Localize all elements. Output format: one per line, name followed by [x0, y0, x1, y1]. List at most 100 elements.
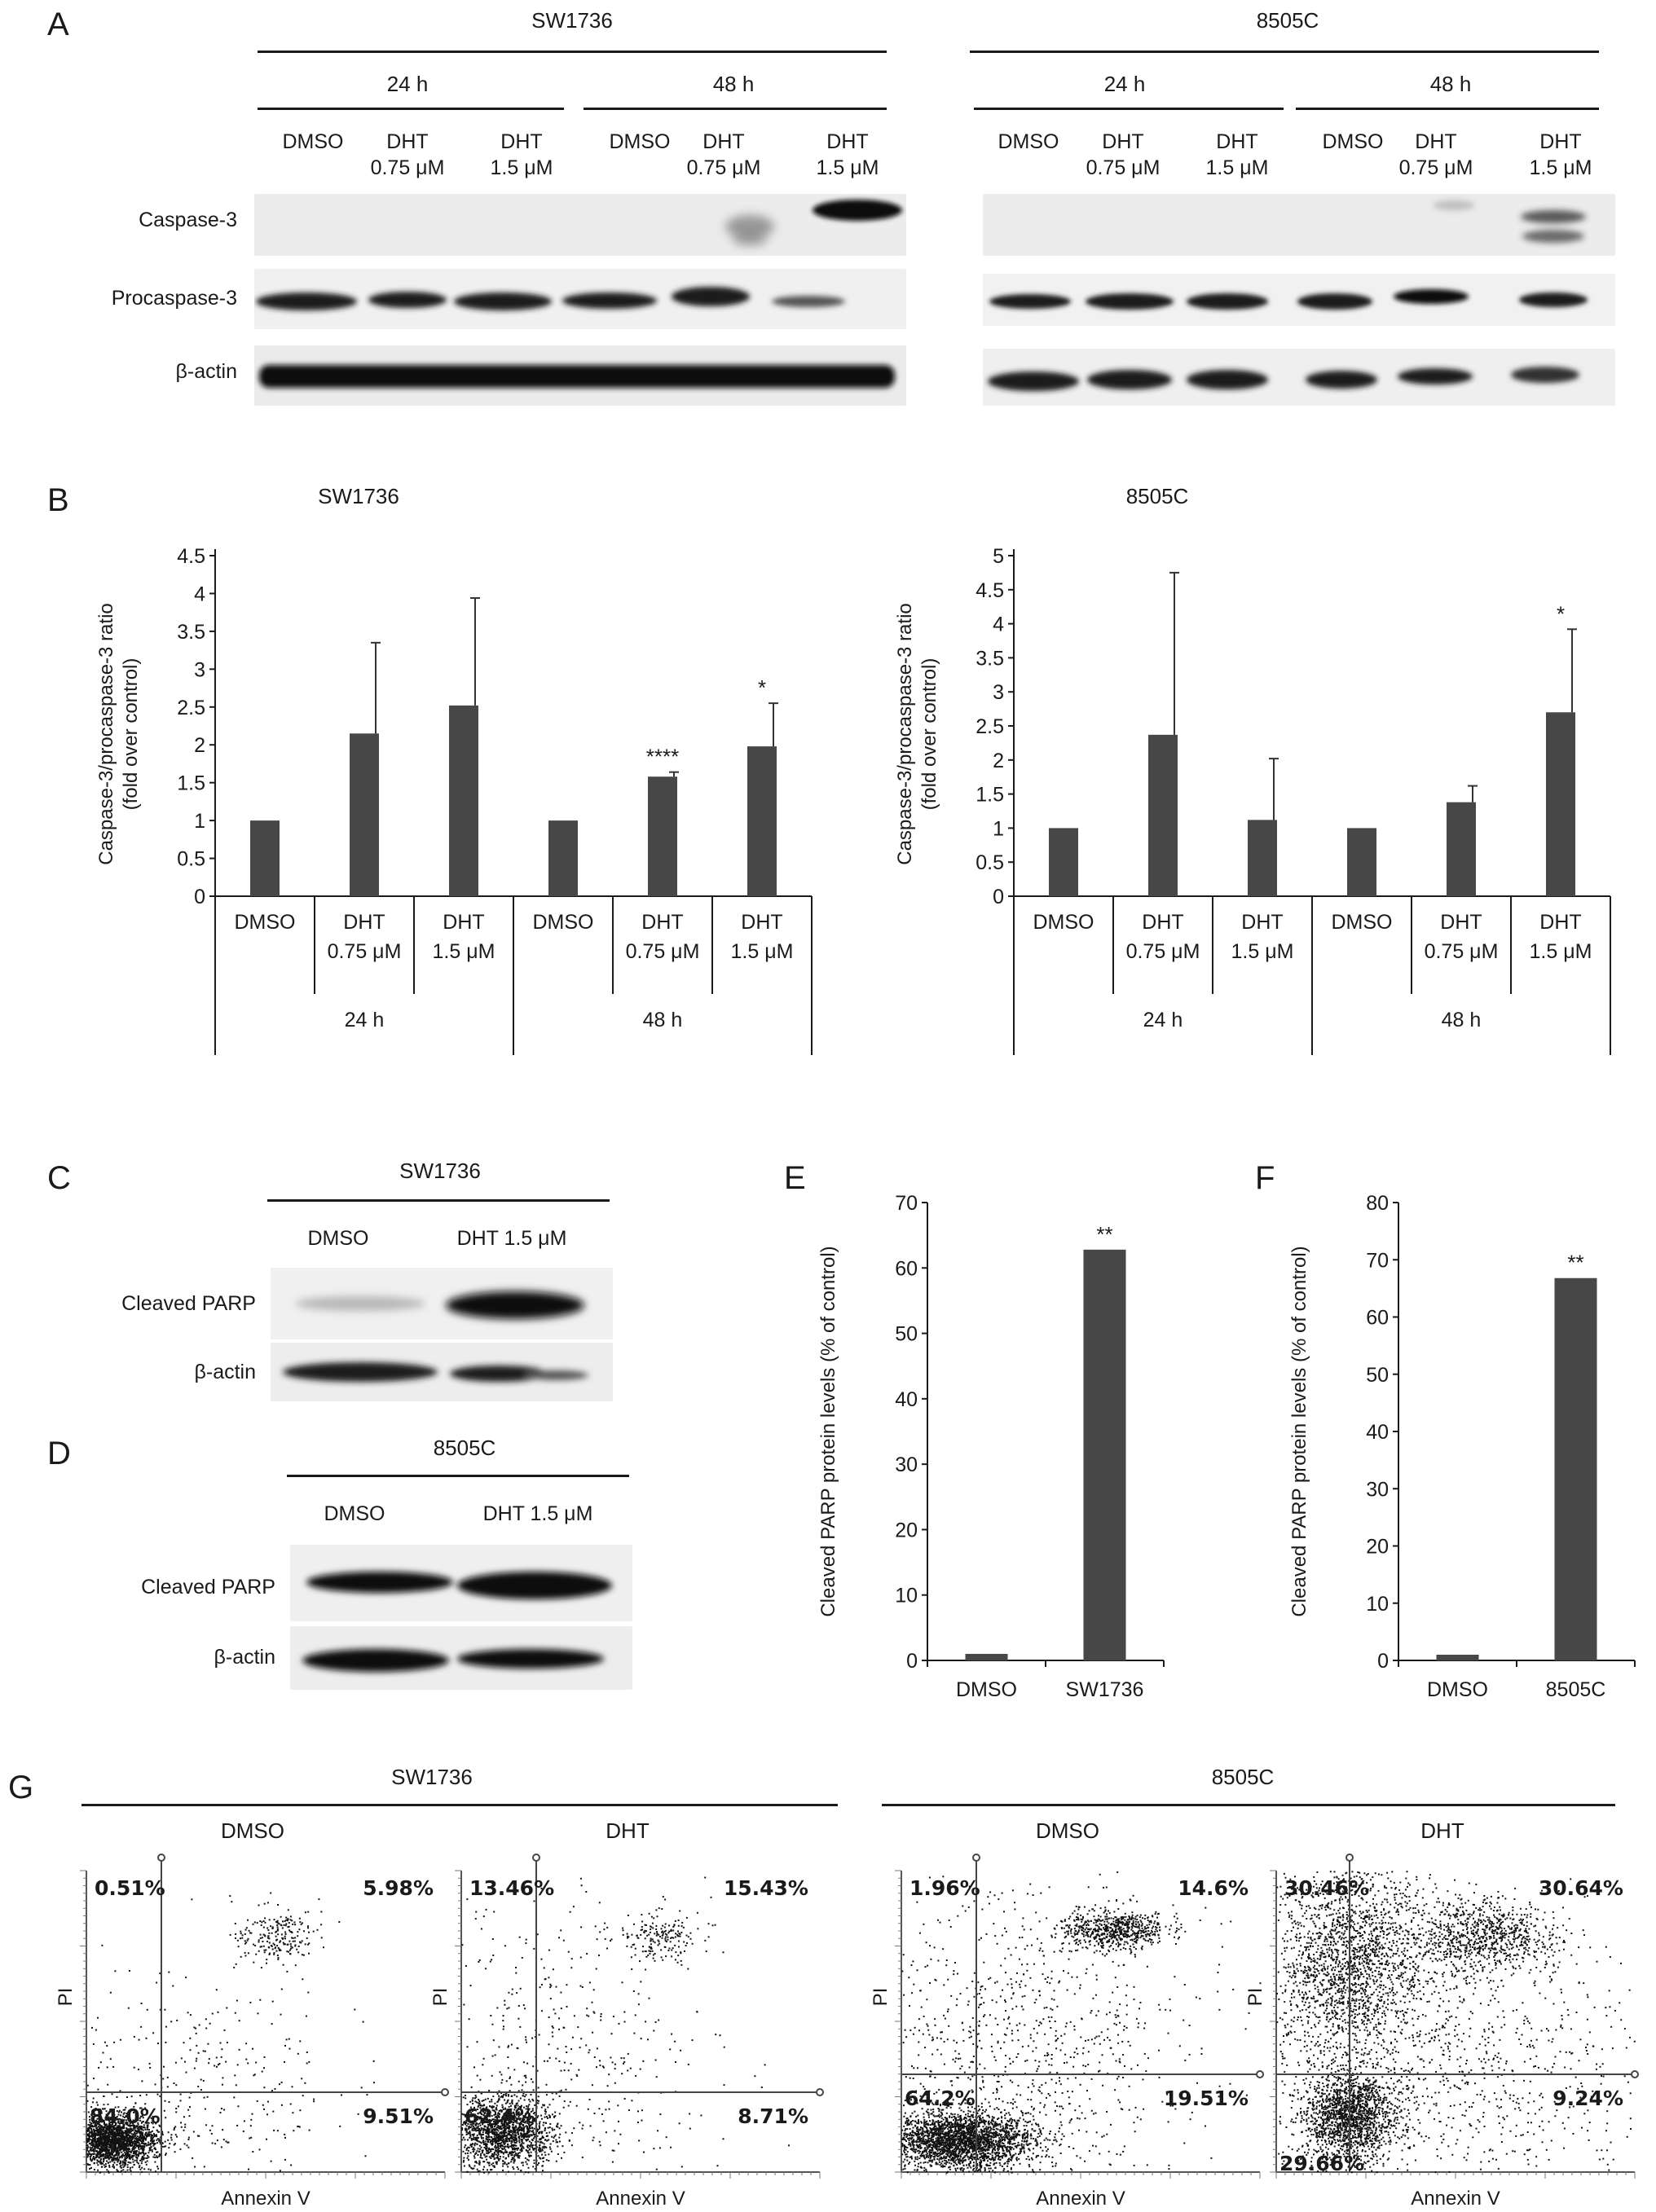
quadrant-upper-left: 30.46% — [1284, 1876, 1369, 1900]
x-tick-label: 0.75 μM — [1126, 940, 1200, 963]
quadrant-upper-right: 5.98% — [363, 1876, 434, 1900]
flow-plot-8505c-dmso: DMSO 1.96% 14.6% 64.2% 19.51% Annexin V PI — [870, 1818, 1264, 2210]
x-axis-label: Annexin V — [1411, 2188, 1500, 2210]
dot-cloud — [461, 1876, 790, 2174]
beta-actin-blot — [983, 349, 1615, 406]
panel-letter-g: G — [8, 1770, 34, 1805]
y-axis-label: (fold over control) — [918, 658, 940, 811]
divider-line — [970, 51, 1599, 53]
x-tick-label: DMSO — [235, 911, 296, 934]
gate-handle — [157, 1854, 165, 1862]
plot-title: DHT — [1420, 1818, 1464, 1843]
y-tick-label: 70 — [895, 1192, 918, 1215]
blot-bands — [988, 367, 1579, 391]
blot-bands — [302, 1649, 604, 1672]
cell-title: 8505C — [433, 1436, 496, 1460]
x-tick-label: DMSO — [533, 911, 594, 934]
divider-line — [258, 51, 887, 53]
procaspase3-blot — [254, 269, 906, 329]
x-tick-label: DHT — [741, 911, 782, 934]
gate-handle — [1256, 2070, 1264, 2078]
flow-plot-sw1736-dht: DHT 13.46% 15.43% 62.4% 8.71% Annexin V PI — [429, 1818, 824, 2210]
x-tick-label: 1.5 μM — [1530, 940, 1592, 963]
plot-title: DMSO — [1036, 1818, 1099, 1843]
y-tick-label: 5 — [993, 545, 1004, 568]
chart-title: 8505C — [1126, 484, 1189, 508]
y-tick-label: 2 — [194, 734, 205, 757]
lane-label: DHT 0.75 μM — [370, 130, 445, 179]
lane-label: DHT 1.5 μM — [1205, 130, 1269, 179]
y-tick-label: 30 — [895, 1453, 918, 1476]
bar-chart-sw1736: SW1736 Caspase-3/procaspase-3 ratio (fold … — [95, 484, 813, 1055]
divider-line — [258, 108, 564, 110]
chart-title: SW1736 — [318, 484, 399, 508]
x-tick-label: 0.75 μM — [1425, 940, 1499, 963]
gate-handle — [972, 1854, 980, 1862]
y-tick-label: 40 — [1366, 1421, 1389, 1444]
blot-bands — [306, 1572, 612, 1599]
bar — [1546, 712, 1575, 896]
lane-label: DMSO — [998, 130, 1059, 153]
y-axis-label: PI — [429, 1988, 451, 2007]
significance-marker: * — [758, 675, 766, 700]
y-tick-label: 0 — [906, 1650, 918, 1673]
y-axis-label: Cleaved PARP protein levels (% of contro… — [817, 1246, 839, 1616]
bar-chart-8505c: 8505C Caspase-3/procaspase-3 ratio (fold o… — [894, 484, 1611, 1055]
group-label: 48 h — [643, 1009, 683, 1031]
x-tick-label: SW1736 — [1066, 1678, 1144, 1701]
x-tick-label: DMSO — [1427, 1678, 1488, 1701]
quadrant-lower-left: 84.0% — [90, 2104, 161, 2128]
lane-label: DMSO — [1322, 130, 1384, 153]
cell-title: SW1736 — [399, 1159, 481, 1183]
y-tick-label: 70 — [1366, 1249, 1389, 1272]
y-tick-label: 4 — [194, 583, 205, 605]
x-tick-label: DHT — [641, 911, 683, 934]
x-tick-label: 1.5 μM — [433, 940, 495, 963]
bar — [1248, 820, 1277, 896]
y-tick-label: 0 — [194, 886, 205, 908]
significance-marker: ** — [1096, 1222, 1112, 1247]
y-axis-label: Cleaved PARP protein levels (% of contro… — [1288, 1246, 1310, 1616]
bar-chart-cleaved-parp-sw1736: Cleaved PARP protein levels (% of contro… — [817, 1192, 1165, 1701]
y-tick-label: 20 — [895, 1519, 918, 1541]
lane-label: DHT 1.5 μM — [1529, 130, 1592, 179]
dot-cloud — [1276, 1871, 1636, 2174]
y-tick-label: 0.5 — [976, 851, 1004, 874]
row-label-cleaved-parp: Cleaved PARP — [121, 1292, 256, 1315]
significance-marker: * — [1557, 601, 1565, 626]
y-tick-label: 10 — [895, 1585, 918, 1607]
y-tick-label: 1 — [993, 817, 1004, 840]
lane-label: DHT 1.5 μM — [816, 130, 879, 179]
dot-cloud — [86, 1892, 375, 2174]
cleaved-parp-blot — [290, 1545, 632, 1621]
y-tick-label: 2 — [993, 750, 1004, 772]
x-tick-label: DHT — [1142, 911, 1183, 934]
row-label-beta-actin: β-actin — [175, 360, 237, 383]
x-tick-label: 1.5 μM — [1231, 940, 1294, 963]
bar — [1049, 828, 1078, 896]
lane-label: DMSO — [324, 1502, 385, 1525]
cell-title-8505c: 8505C — [1211, 1765, 1275, 1789]
y-tick-label: 3.5 — [976, 647, 1004, 670]
quadrant-lower-right: 8.71% — [738, 2104, 808, 2128]
cleaved-parp-blot — [271, 1268, 613, 1339]
bar — [1148, 734, 1178, 896]
divider-line — [267, 1199, 610, 1202]
quadrant-upper-left: 13.46% — [469, 1876, 554, 1900]
y-tick-label: 4.5 — [976, 579, 1004, 602]
y-tick-label: 10 — [1366, 1593, 1389, 1616]
y-axis-label: Caspase-3/procaspase-3 ratio — [894, 603, 916, 865]
y-tick-label: 20 — [1366, 1536, 1389, 1559]
gate-handle — [1346, 1854, 1354, 1862]
lane-label: DMSO — [609, 130, 671, 153]
row-label-beta-actin: β-actin — [194, 1361, 256, 1383]
blot-bands — [259, 365, 895, 388]
caspase3-blot — [983, 194, 1615, 256]
y-tick-label: 2.5 — [177, 697, 205, 719]
y-tick-label: 1.5 — [177, 772, 205, 795]
bar — [1347, 828, 1376, 896]
x-axis-label: Annexin V — [221, 2188, 310, 2210]
cell-title-sw1736: SW1736 — [391, 1765, 473, 1789]
y-tick-label: 4 — [993, 613, 1004, 636]
y-tick-label: 80 — [1366, 1192, 1389, 1215]
